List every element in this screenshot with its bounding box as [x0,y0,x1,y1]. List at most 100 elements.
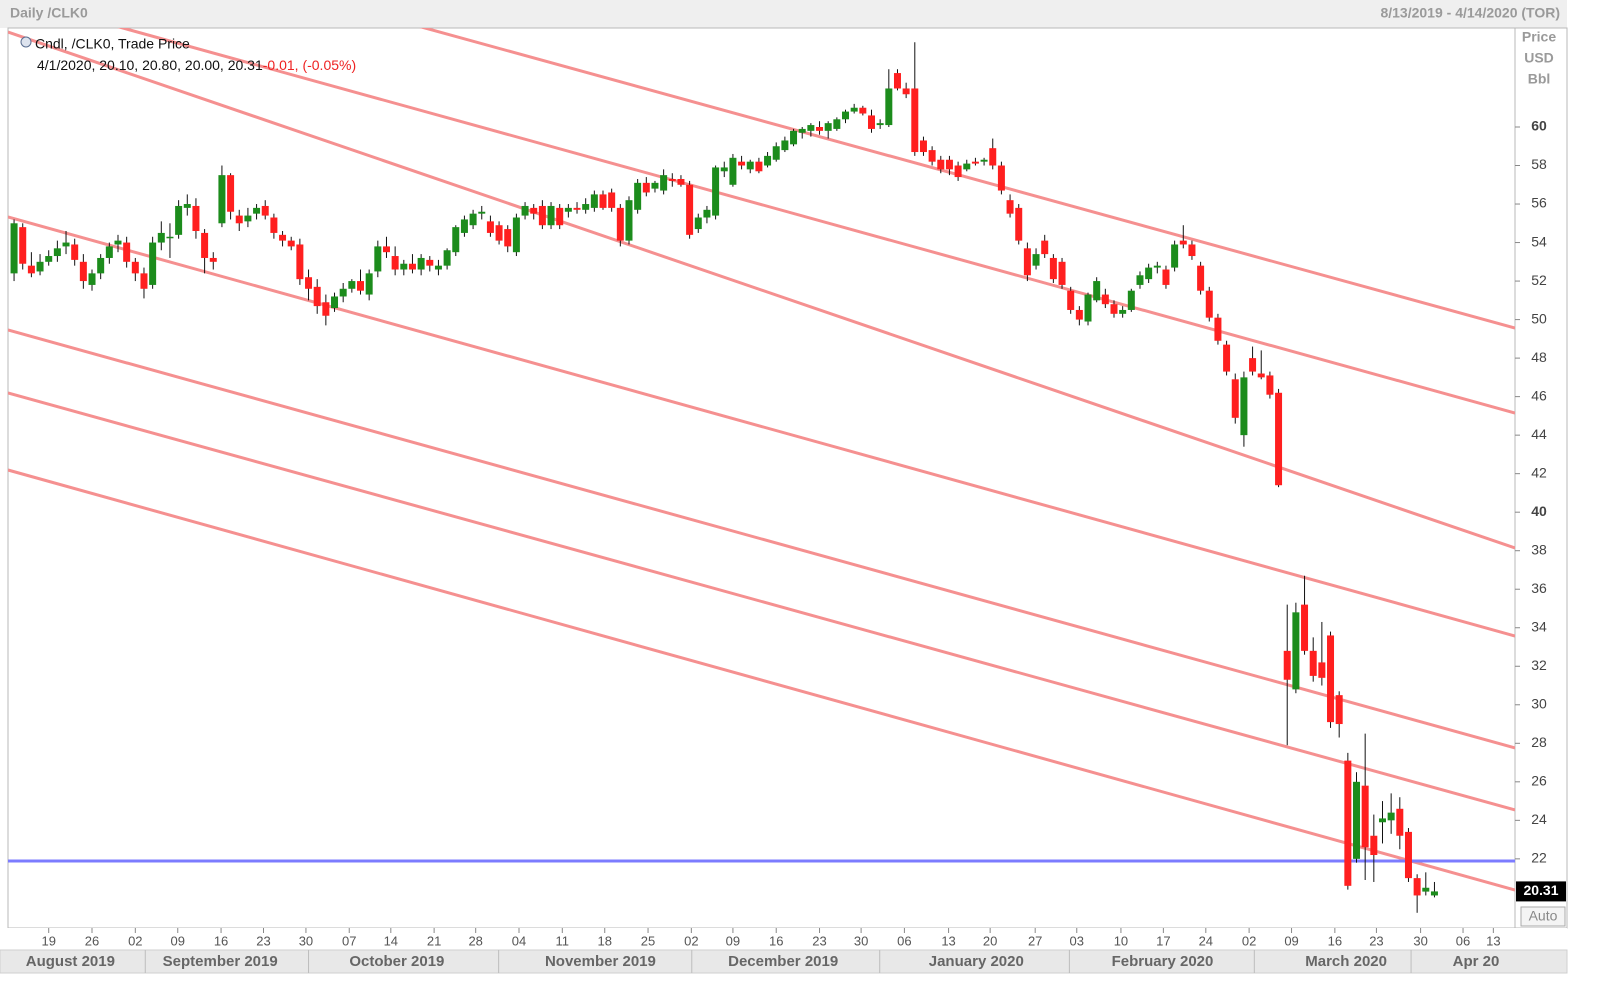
auto-button[interactable] [1520,906,1566,927]
candle-body [547,205,555,226]
legend-icon[interactable] [20,36,32,48]
y-tick-label: 42 [1531,464,1547,480]
candle-body [36,261,44,272]
candle-body [157,232,165,243]
month-label: December 2019 [728,953,838,970]
candle-body [131,261,139,274]
candle-body [1275,392,1283,486]
legend-ohlc-text: 4/1/2020, 20.10, 20.80, 20.00, 20.31 [37,57,263,73]
month-label: September 2019 [163,953,278,970]
x-tick-label: 07 [342,933,356,948]
x-tick-label: 23 [256,933,270,948]
candle-body [919,140,927,153]
candle-body [755,161,763,172]
auto-button-label[interactable]: Auto [1529,908,1558,924]
x-tick-label: 02 [128,933,142,948]
candle-body [772,146,780,160]
candle-body [660,175,668,191]
y-tick-label: 36 [1531,580,1547,596]
last-price-badge [1516,881,1566,902]
candle-body [53,248,61,257]
candle-body [720,167,728,172]
candle-body [166,236,174,239]
candle-body [1032,254,1040,266]
candle-body [1179,240,1187,245]
x-tick-label: 16 [1328,933,1342,948]
candle-body [738,161,746,166]
candle-body [1422,887,1430,892]
candle-body [313,286,321,307]
month-label: February 2020 [1112,953,1214,970]
x-tick-label: 20 [983,933,997,948]
candle-body [625,200,633,241]
candle-body [842,111,850,120]
y-tick-label: 28 [1531,734,1547,750]
y-tick-label: 44 [1531,426,1547,442]
candle-body [1378,818,1386,823]
candle-body [599,194,607,208]
candle-body [729,157,737,185]
candle-body [270,217,278,233]
y-tick-label: 26 [1531,773,1547,789]
candle-body [1335,695,1343,725]
candle-body [1101,294,1109,305]
candle-body [1266,375,1274,395]
x-tick-label: 24 [1199,933,1213,948]
x-tick-label: 28 [468,933,482,948]
candle-body [850,107,858,112]
month-label: November 2019 [545,953,656,970]
candle-body [703,209,711,218]
candle-body [382,246,390,253]
candle-body [971,161,979,164]
candle-body [339,288,347,297]
candle-body [1023,248,1031,276]
candle-body [175,205,183,235]
candle-body [305,277,313,289]
candle-body [798,128,806,133]
candle-body [686,184,694,235]
candle-body [331,296,339,309]
candle-body [816,126,824,131]
trendline [8,215,1515,638]
candle-body [1404,831,1412,879]
candle-body [1214,317,1222,341]
y-tick-label: 56 [1531,195,1547,211]
x-tick-label: 09 [171,933,185,948]
plot-area [7,27,1516,929]
candle-body [928,150,936,162]
candle-body [71,244,79,260]
candle-body [408,263,416,270]
candle-body [1344,760,1352,886]
x-tick-label: 09 [1284,933,1298,948]
candle-body [1058,261,1066,285]
last-price-label: 20.31 [1523,882,1558,898]
candle-body [114,240,122,245]
candle-body [556,207,564,226]
candle-body [781,140,789,151]
candle-body [530,207,538,214]
candle-body [945,159,953,170]
candle-body [1188,244,1196,257]
x-tick-label: 02 [684,933,698,948]
header-bar [0,0,1567,28]
candle-body [1387,812,1395,821]
x-tick-label: 16 [214,933,228,948]
x-tick-label: 21 [427,933,441,948]
candle-body [287,240,295,247]
candle-body [1292,612,1300,690]
month-label: March 2020 [1305,953,1387,970]
y-tick-label: 58 [1531,156,1547,172]
candle-body [486,221,494,233]
candle-body [1318,662,1326,678]
candle-body [1223,344,1231,372]
candle-body [1127,290,1135,310]
candle-body [807,125,815,131]
date-range: 8/13/2019 - 4/14/2020 (TOR) [1380,5,1560,21]
candle-body [469,213,477,226]
candle-body [348,281,356,289]
legend-title: Cndl, /CLK0, Trade Price [35,36,190,52]
legend-change: -0.01, (-0.05%) [263,57,356,73]
candle-body [1361,785,1369,848]
x-tick-label: 30 [1413,933,1427,948]
